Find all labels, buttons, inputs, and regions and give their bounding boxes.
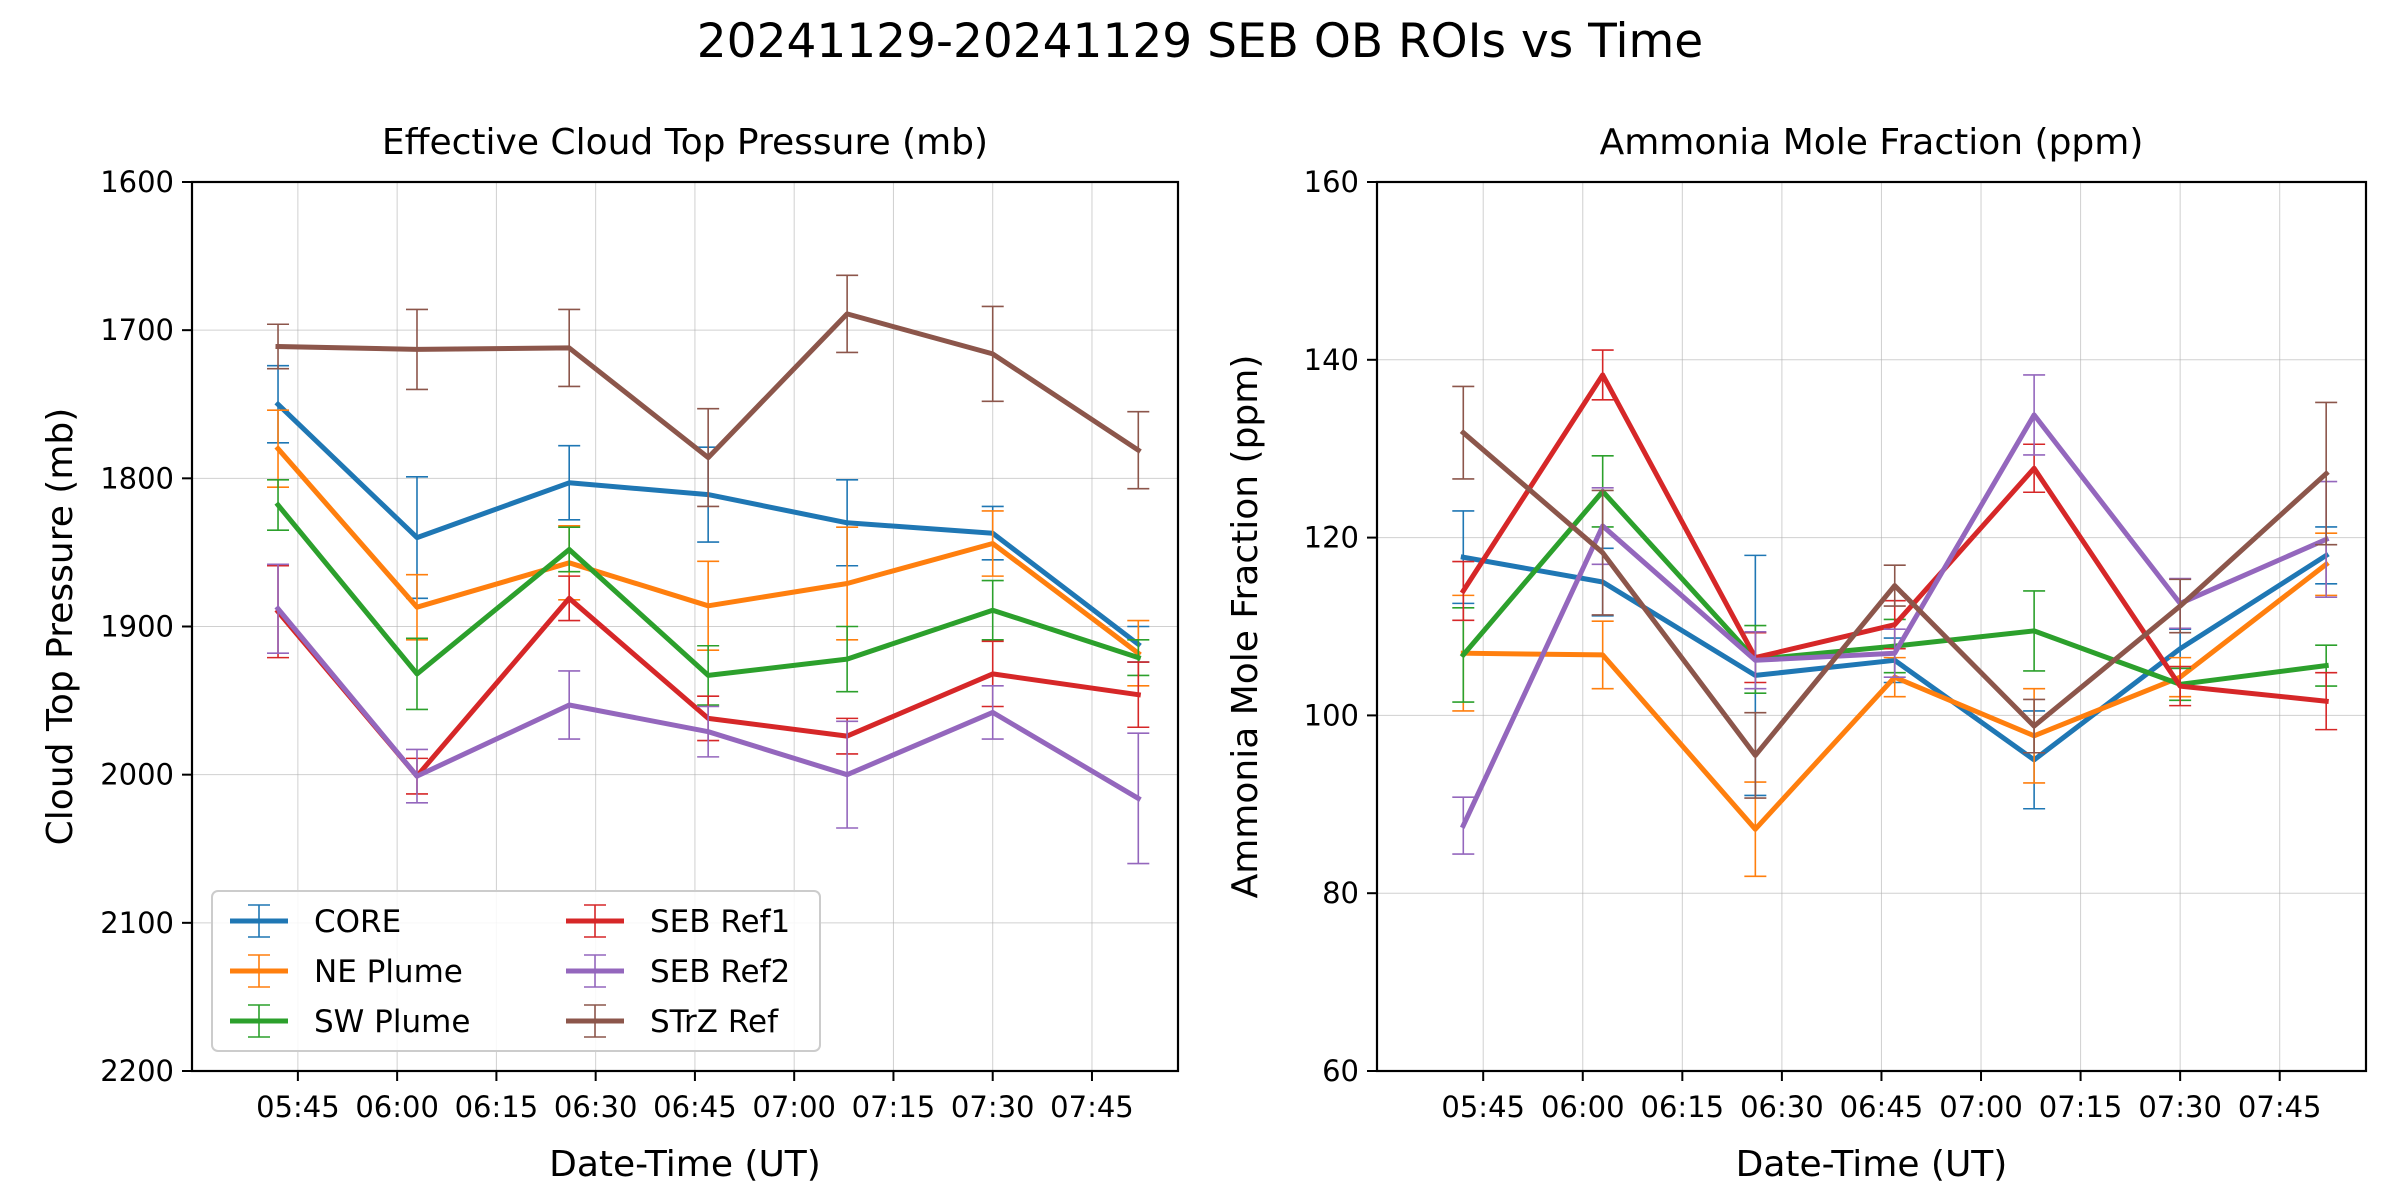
nh3-x-tick-label: 06:45	[1840, 1090, 1924, 1124]
nh3-subplot-title: Ammonia Mole Fraction (ppm)	[1600, 122, 2144, 163]
nh3-series-line	[1459, 372, 2329, 704]
ctp-legend-entry-seb-ref2: SEB Ref2	[566, 954, 790, 990]
ctp-x-tick-label: 07:15	[852, 1090, 936, 1124]
legend-label: NE Plume	[314, 954, 463, 990]
nh3-y-tick-label: 100	[1304, 698, 1359, 732]
legend-label: CORE	[314, 904, 401, 940]
ctp-x-axis-label: Date-Time (UT)	[549, 1144, 821, 1185]
ctp-y-axis-label: Cloud Top Pressure (mb)	[40, 408, 81, 846]
nh3-x-tick-label: 07:15	[2039, 1090, 2123, 1124]
ctp-y-tick-label: 1800	[100, 461, 174, 495]
nh3-x-tick-label: 07:00	[1939, 1090, 2023, 1124]
legend-label: SEB Ref2	[650, 954, 790, 990]
nh3-y-axis-label: Ammonia Mole Fraction (ppm)	[1225, 355, 1266, 899]
nh3-x-axis-label: Date-Time (UT)	[1736, 1144, 2008, 1185]
ctp-y-tick-label: 1900	[100, 610, 174, 644]
ctp-series-ne-plume	[267, 409, 1150, 687]
legend-label: SEB Ref1	[650, 904, 790, 940]
ctp-series-line	[274, 501, 1142, 678]
ctp-series-seb-ref2	[267, 563, 1150, 865]
nh3-x-tick-label: 06:30	[1740, 1090, 1824, 1124]
ctp-series-sw-plume	[267, 479, 1150, 711]
ctp-x-tick-label: 07:30	[951, 1090, 1035, 1124]
ctp-x-tick-label: 06:30	[554, 1090, 638, 1124]
ctp-x-tick-label: 07:45	[1050, 1090, 1134, 1124]
ctp-y-tick-label: 2200	[100, 1054, 174, 1088]
ctp-legend: CORE NE Plume SW Plume SEB Ref1 SEB Ref2 STrZ…	[211, 890, 821, 1052]
ctp-legend-entry-ne-plume: NE Plume	[230, 954, 463, 990]
nh3-x-tick-label: 06:00	[1541, 1090, 1625, 1124]
legend-label: SW Plume	[314, 1004, 470, 1040]
nh3-x-tick-label: 07:30	[2138, 1090, 2222, 1124]
ctp-legend-entry-sw-plume: SW Plume	[230, 1004, 470, 1040]
ctp-legend-entry-seb-ref1: SEB Ref1	[566, 904, 790, 940]
nh3-y-tick-label: 160	[1304, 165, 1359, 199]
nh3-y-tick-label: 120	[1304, 521, 1359, 555]
ctp-subplot-title: Effective Cloud Top Pressure (mb)	[382, 122, 988, 163]
nh3-x-tick-label: 05:45	[1441, 1090, 1525, 1124]
ctp-y-tick-label: 2000	[100, 758, 174, 792]
ctp-y-tick-label: 1700	[100, 313, 174, 347]
ctp-y-tick-label: 2100	[100, 906, 174, 940]
ctp-x-tick-label: 06:15	[455, 1090, 539, 1124]
ctp-legend-entry-strz-ref: STrZ Ref	[566, 1004, 779, 1040]
nh3-y-tick-label: 60	[1322, 1054, 1359, 1088]
nh3-x-tick-label: 07:45	[2238, 1090, 2322, 1124]
legend-label: STrZ Ref	[650, 1004, 779, 1040]
ctp-series-strz-ref	[267, 274, 1150, 508]
ctp-series-line	[274, 605, 1142, 802]
ctp-y-tick-label: 1600	[100, 165, 174, 199]
nh3-y-tick-label: 140	[1304, 343, 1359, 377]
ctp-series-line	[274, 445, 1142, 657]
figure-title: 20241129-20241129 SEB OB ROIs vs Time	[696, 14, 1704, 69]
ctp-legend-entry-core: CORE	[230, 904, 401, 940]
nh3-series-strz-ref	[1452, 385, 2338, 799]
ctp-x-tick-label: 07:00	[752, 1090, 836, 1124]
nh3-series-line	[1459, 429, 2330, 758]
ctp-x-tick-label: 05:45	[256, 1090, 340, 1124]
ctp-series-line	[275, 311, 1142, 461]
nh3-axes-frame	[1375, 180, 2368, 1073]
nh3-x-tick-label: 06:15	[1641, 1090, 1725, 1124]
ctp-legend-frame	[211, 890, 821, 1052]
nh3-y-tick-label: 80	[1322, 876, 1359, 910]
ctp-x-tick-label: 06:45	[653, 1090, 737, 1124]
ctp-x-tick-label: 06:00	[355, 1090, 439, 1124]
